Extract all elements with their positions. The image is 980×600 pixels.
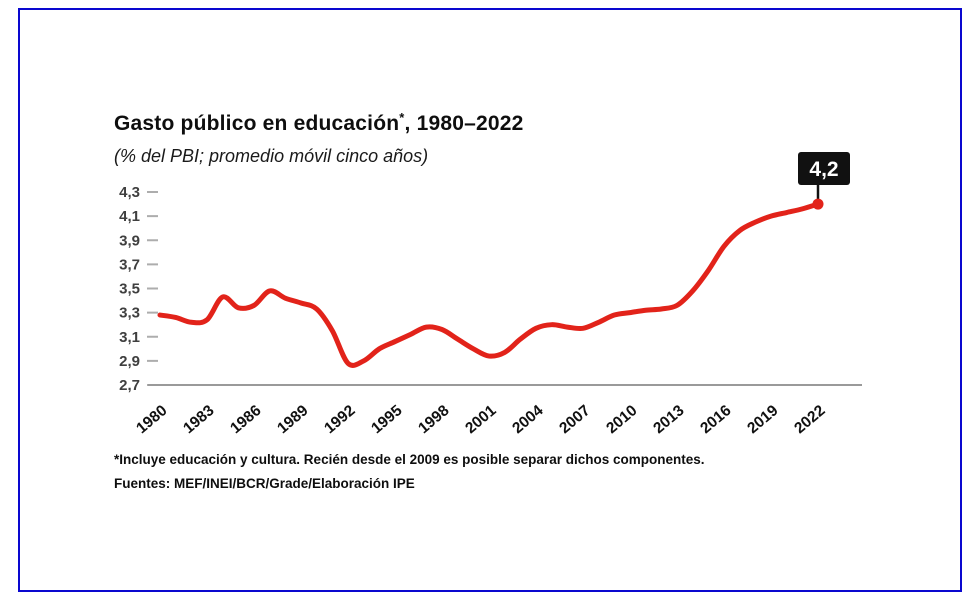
value-badge bbox=[798, 152, 850, 185]
x-tick-label: 2001 bbox=[462, 402, 500, 437]
series-line bbox=[157, 201, 821, 368]
chart-sources: Fuentes: MEF/INEI/BCR/Grade/Elaboración … bbox=[114, 476, 415, 491]
y-tick-label: 2,9 bbox=[119, 353, 140, 370]
x-tick-label: 2010 bbox=[603, 402, 640, 437]
y-tick-label: 4,1 bbox=[119, 208, 140, 225]
x-tick-label: 2013 bbox=[650, 402, 688, 437]
y-tick-label: 3,3 bbox=[119, 305, 140, 322]
x-tick-label: 2022 bbox=[791, 402, 828, 437]
y-tick-label: 3,7 bbox=[119, 256, 140, 273]
x-tick-label: 2007 bbox=[556, 402, 593, 437]
value-badge-label: 4,2 bbox=[809, 158, 838, 181]
x-tick-label: 1989 bbox=[274, 402, 312, 437]
x-tick-label: 1998 bbox=[415, 402, 453, 437]
y-tick-label: 3,9 bbox=[119, 232, 140, 249]
chart-title-text: Gasto público en educación bbox=[114, 112, 400, 135]
x-tick-label: 2016 bbox=[697, 402, 735, 437]
chart-title: Gasto público en educación*, 1980–2022 bbox=[114, 110, 524, 136]
x-tick-label: 1986 bbox=[227, 402, 265, 437]
x-tick-label: 1995 bbox=[368, 402, 406, 437]
chart-title-years: , 1980–2022 bbox=[404, 112, 524, 135]
x-tick-label: 2019 bbox=[744, 402, 782, 437]
x-tick-label: 1983 bbox=[180, 402, 218, 437]
y-tick-label: 4,3 bbox=[119, 184, 140, 201]
x-tick-label: 1992 bbox=[321, 402, 358, 437]
chart-footnote: *Incluye educación y cultura. Recién des… bbox=[114, 452, 705, 467]
x-tick-label: 2004 bbox=[509, 402, 547, 437]
endpoint-dot bbox=[812, 198, 824, 210]
y-tick-label: 3,5 bbox=[119, 281, 140, 298]
x-tick-label: 1980 bbox=[133, 402, 170, 437]
y-tick-label: 3,1 bbox=[119, 329, 140, 346]
chart-subtitle: (% del PBI; promedio móvil cinco años) bbox=[114, 146, 429, 166]
chart-frame bbox=[18, 8, 962, 592]
y-tick-label: 2,7 bbox=[119, 377, 140, 394]
chart-title-asterisk: * bbox=[399, 110, 405, 125]
